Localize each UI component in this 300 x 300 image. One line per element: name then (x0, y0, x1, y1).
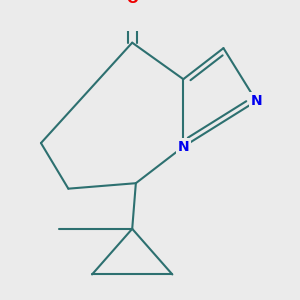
Text: O: O (126, 0, 138, 6)
Text: N: N (178, 140, 189, 154)
Text: N: N (250, 94, 262, 108)
